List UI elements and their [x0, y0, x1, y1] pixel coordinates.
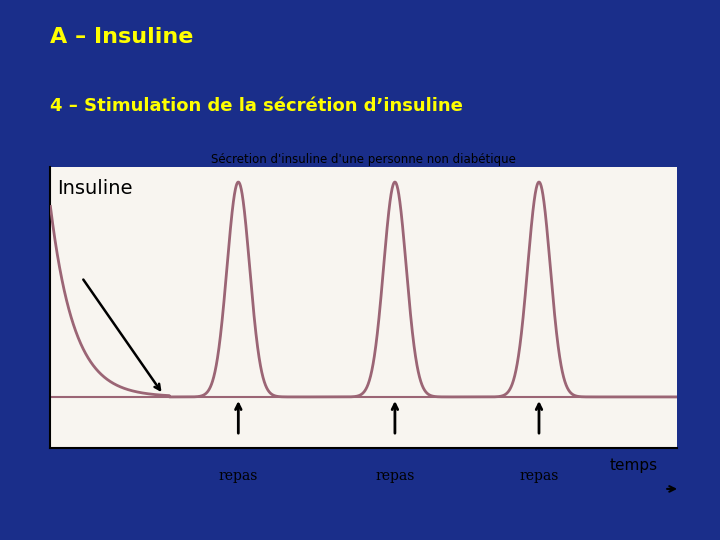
Text: repas: repas	[375, 469, 415, 483]
Text: temps: temps	[610, 458, 658, 474]
Title: Sécretion d'insuline d'une personne non diabétique: Sécretion d'insuline d'une personne non …	[211, 153, 516, 166]
Text: 4 – Stimulation de la sécrétion d’insuline: 4 – Stimulation de la sécrétion d’insuli…	[50, 97, 463, 115]
Text: A – Insuline: A – Insuline	[50, 27, 194, 47]
Text: Insuline: Insuline	[57, 179, 132, 198]
Text: repas: repas	[519, 469, 559, 483]
Text: repas: repas	[219, 469, 258, 483]
